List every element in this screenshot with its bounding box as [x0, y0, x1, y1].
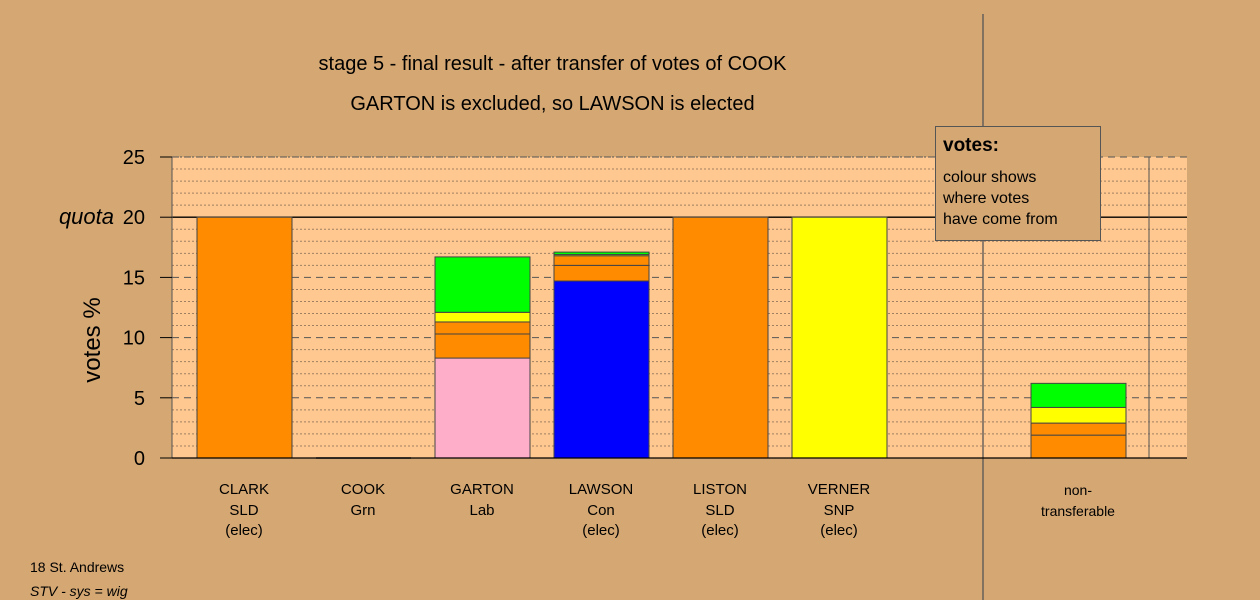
legend-line: have come from [943, 211, 1058, 228]
legend-heading: votes: [943, 135, 999, 156]
legend-line: where votes [943, 190, 1030, 207]
candidate-status: (elec) [820, 522, 858, 539]
candidate-label-garton: GARTON Lab [427, 480, 537, 521]
bar-clark-segment [196, 216, 293, 459]
candidate-party: Lab [469, 501, 495, 519]
bar-garton-segment [434, 333, 531, 359]
candidate-name: COOK [340, 481, 386, 498]
quota-label: quota [59, 204, 114, 229]
bar-nontransferable-segment [1030, 382, 1127, 408]
candidate-name: CLARK [218, 481, 270, 498]
y-tick-label: 15 [123, 267, 145, 289]
bars [196, 216, 1127, 459]
candidate-party: SNP [823, 501, 855, 519]
bar-nontransferable-segment [1030, 434, 1127, 459]
candidate-status: (elec) [225, 522, 263, 539]
bar-nontransferable-segment [1030, 406, 1127, 424]
bar-lawson-segment [553, 280, 650, 459]
candidate-party: Grn [350, 501, 376, 519]
candidate-label-clark: CLARK SLD (elec) [189, 480, 299, 542]
candidate-name: VERNER [807, 481, 871, 498]
legend-line: colour shows [943, 169, 1037, 186]
legend: votes: colour shows where votes have com… [935, 126, 1101, 241]
legend-text: colour shows where votes have come from [943, 167, 1093, 230]
bar-lawson-segment [553, 255, 650, 266]
footer-system: STV - sys = wig [30, 583, 128, 599]
nontransferable-label-line: transferable [1041, 502, 1115, 519]
candidate-label-cook: COOK Grn [308, 480, 418, 521]
candidate-name: LAWSON [568, 481, 634, 498]
candidate-party: SLD [229, 501, 259, 519]
bar-garton-segment [434, 357, 531, 459]
bar-nontransferable-segment [1030, 422, 1127, 436]
y-tick-label: 20 [123, 207, 145, 229]
footer-constituency: 18 St. Andrews [30, 559, 125, 575]
chart-subtitle: GARTON is excluded, so LAWSON is elected [350, 93, 755, 115]
candidate-label-lawson: LAWSON Con (elec) [546, 480, 656, 542]
y-axis-label: votes % [79, 297, 106, 382]
bar-lawson-segment [553, 264, 650, 282]
candidate-label-verner: VERNER SNP (elec) [784, 480, 894, 542]
y-tick-label: 25 [123, 147, 145, 169]
candidate-label-liston: LISTON SLD (elec) [665, 480, 775, 542]
y-tick-label: 0 [134, 448, 145, 470]
candidate-status: (elec) [701, 522, 739, 539]
bar-verner-segment [791, 216, 888, 459]
bar-liston-segment [672, 216, 769, 459]
candidate-party: Con [587, 501, 615, 519]
y-tick-label: 10 [123, 328, 145, 350]
candidate-name: LISTON [693, 481, 747, 498]
bar-garton-segment [434, 321, 531, 335]
candidate-party: SLD [705, 501, 735, 519]
chart-title: stage 5 - final result - after transfer … [318, 53, 787, 75]
candidate-status: (elec) [582, 522, 620, 539]
nontransferable-label-line: non- [1063, 482, 1093, 498]
nontransferable-label: non- transferable [1023, 480, 1133, 521]
bar-garton-segment [434, 311, 531, 323]
axes: 0 5 10 15 20 25 [123, 14, 1187, 600]
candidate-name: GARTON [450, 481, 514, 498]
bar-lawson-segment [553, 251, 650, 256]
bar-garton-segment [434, 256, 531, 313]
y-tick-label: 5 [134, 388, 145, 410]
